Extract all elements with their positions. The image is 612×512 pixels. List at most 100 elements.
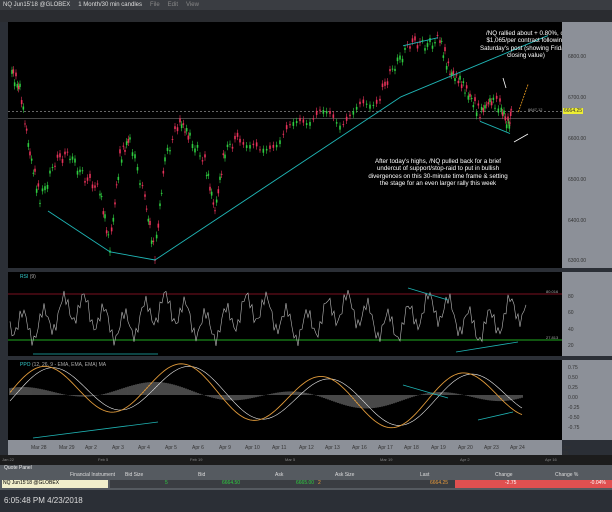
- candle-body: [215, 199, 218, 203]
- candle-body: [389, 69, 391, 72]
- tick: 60: [568, 310, 574, 316]
- candle-body: [394, 68, 396, 71]
- candle-body: [480, 106, 483, 111]
- candle-body: [401, 58, 404, 63]
- quote-panel: Quote Panel Financial Instrument Bid Size…: [0, 465, 612, 490]
- candle-body: [384, 81, 386, 86]
- candle-body: [79, 169, 81, 173]
- candle-body: [359, 101, 361, 105]
- candle-body: [362, 99, 365, 104]
- column-header[interactable]: Bid Size: [125, 472, 144, 478]
- ref-level-label: 6647.12: [528, 107, 543, 112]
- candle-body: [100, 196, 103, 198]
- ppo-divergence-line: [402, 384, 449, 399]
- candle-body: [64, 151, 66, 155]
- scroller-label: Feb 19: [190, 457, 203, 462]
- candle-body: [454, 78, 456, 81]
- scroller-label: Mar 19: [380, 457, 393, 462]
- candle-body: [19, 83, 21, 87]
- column-header[interactable]: Ask: [275, 472, 284, 478]
- column-header[interactable]: Change %: [555, 472, 579, 478]
- candle-body: [484, 105, 486, 109]
- candle-body: [149, 220, 151, 226]
- rsi-panel[interactable]: RSI (9) 80.016 27.813: [8, 272, 562, 356]
- column-header[interactable]: Bid: [198, 472, 206, 478]
- candle-body: [194, 148, 196, 153]
- date-label: Apr 9: [219, 445, 231, 451]
- candle-body: [196, 144, 199, 148]
- instrument-cell[interactable]: NQ Jun15'18 @GLOBEX: [2, 480, 108, 488]
- candle-body: [349, 114, 351, 117]
- candle-body: [110, 227, 113, 232]
- candle-body: [159, 203, 161, 207]
- candle-body: [226, 144, 229, 148]
- candle-body: [503, 110, 505, 115]
- candle-body: [457, 80, 460, 84]
- candle-body: [335, 122, 338, 124]
- candle-body: [252, 143, 255, 146]
- candle-body: [275, 144, 278, 148]
- tick: 80: [568, 294, 574, 300]
- candle-body: [479, 117, 481, 119]
- candle-body: [375, 99, 378, 104]
- candle-body: [510, 109, 513, 111]
- menu-file[interactable]: File: [149, 2, 160, 8]
- candle-body: [96, 183, 99, 185]
- rsi-params: (9): [29, 274, 36, 280]
- candle-body: [262, 148, 265, 153]
- candle-body: [71, 156, 74, 160]
- candle-body: [289, 124, 291, 126]
- candle-body: [507, 116, 509, 121]
- candle-body: [39, 202, 41, 204]
- candle-body: [115, 184, 118, 186]
- candle-body: [22, 106, 25, 110]
- candle-body: [199, 155, 201, 157]
- timeframe-selector[interactable]: 1 Month/30 min candles: [78, 2, 142, 8]
- candle-body: [13, 82, 16, 87]
- candle-body: [124, 149, 126, 152]
- candle-body: [204, 154, 206, 158]
- last-price-marker: 6664.25: [563, 108, 584, 114]
- price-axis[interactable]: 6800.00 6700.00 6600.00 6500.00 6400.00 …: [562, 22, 612, 268]
- candle-body: [209, 186, 211, 191]
- candle-body: [426, 43, 429, 47]
- date-axis[interactable]: Mar 28 Mar 29 Apr 2 Apr 3 Apr 4 Apr 5 Apr 6 Apr…: [8, 440, 571, 457]
- rsi-upper: 80.016: [546, 289, 559, 294]
- symbol-selector[interactable]: NQ Jun15'18 @GLOBEX: [3, 2, 71, 8]
- candle-body: [464, 92, 466, 94]
- tick: 0.75: [568, 365, 578, 371]
- ppo-panel[interactable]: PPO (12, 26, 9 - EMA, EMA, EMA) MA: [8, 360, 562, 440]
- date-label: Apr 20: [458, 445, 473, 451]
- candle-body: [381, 83, 384, 88]
- column-header[interactable]: Change: [495, 472, 513, 478]
- trendline: [47, 210, 111, 253]
- rsi-line: [9, 289, 527, 347]
- date-label: Apr 19: [431, 445, 446, 451]
- candle-body: [231, 146, 234, 149]
- candle-body: [487, 102, 490, 105]
- candle-body: [421, 39, 424, 41]
- candle-body: [34, 168, 36, 172]
- candle-body: [434, 41, 436, 44]
- candle-body: [207, 173, 210, 176]
- menu-edit[interactable]: Edit: [167, 2, 178, 8]
- price-panel[interactable]: /NQ rallied about + 0.80%, or $1,065/per…: [8, 22, 572, 268]
- column-header[interactable]: Last: [420, 472, 430, 478]
- scroller-label: Apr 2: [460, 457, 470, 462]
- time-scroller[interactable]: Jan 22 Feb 5 Feb 19 Mar 5 Mar 19 Apr 2 Apr 16: [0, 455, 612, 465]
- candle-body: [396, 57, 399, 62]
- candle-body: [20, 100, 23, 105]
- date-label: Apr 17: [378, 445, 393, 451]
- candle-body: [465, 85, 468, 89]
- candle-body: [11, 69, 13, 74]
- quote-row[interactable]: NQ Jun15'18 @GLOBEX 5 6664.50 6665.00 2 …: [0, 480, 612, 488]
- column-header[interactable]: Ask Size: [335, 472, 355, 478]
- menu-view[interactable]: View: [186, 2, 199, 8]
- ask: 6665.00: [296, 480, 315, 486]
- candle-body: [104, 214, 106, 219]
- status-datetime: 6:05:48 PM 4/23/2018: [4, 496, 83, 505]
- column-header[interactable]: Financial Instrument: [70, 472, 116, 478]
- date-label: Apr 24: [510, 445, 525, 451]
- candle-body: [477, 103, 480, 106]
- tick: 0.00: [568, 395, 578, 401]
